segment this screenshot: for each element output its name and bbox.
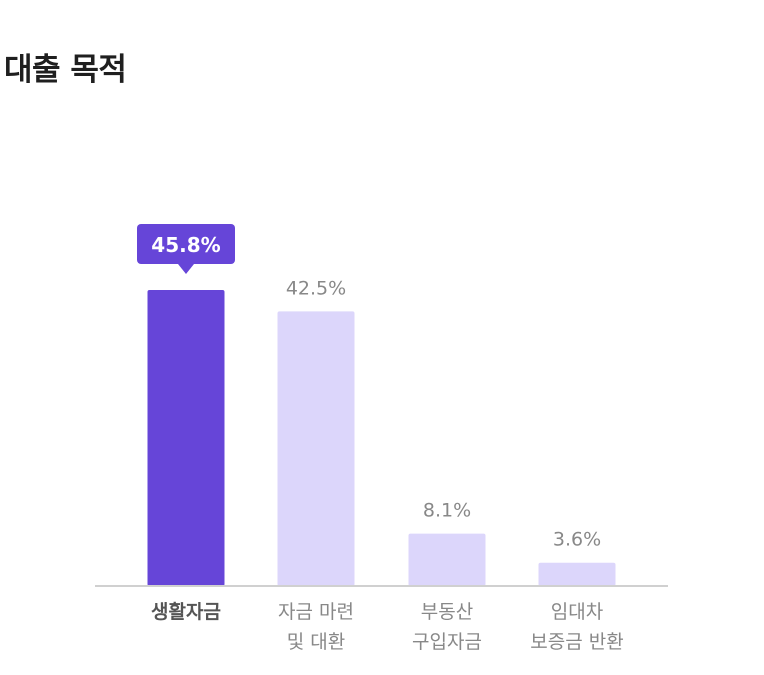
- bar-4: [538, 562, 616, 586]
- bar-3: [408, 533, 486, 586]
- page-title: 대출 목적: [4, 52, 127, 88]
- category-label-4-line-1: 임대차: [551, 601, 603, 623]
- data-label-1: 45.8%: [151, 233, 220, 257]
- category-label-1: 생활자금: [151, 601, 221, 623]
- data-label-3: 8.1%: [423, 500, 471, 522]
- category-label-2-line-1: 자금 마련: [278, 601, 354, 623]
- data-label-4: 3.6%: [553, 529, 601, 551]
- bar-1: [147, 290, 225, 586]
- value-tooltip-pointer: [178, 264, 194, 274]
- value-tooltip: [137, 224, 235, 264]
- category-label-4-line-2: 보증금 반환: [530, 631, 623, 653]
- bar-2: [277, 311, 355, 586]
- category-label-3-line-2: 구입자금: [412, 631, 482, 653]
- category-label-2-line-2: 및 대환: [287, 631, 345, 653]
- data-label-2: 42.5%: [286, 277, 346, 299]
- category-label-3-line-1: 부동산: [421, 601, 473, 623]
